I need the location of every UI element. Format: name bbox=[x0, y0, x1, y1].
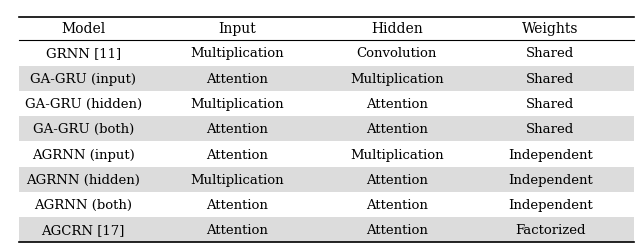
Text: GRNN [11]: GRNN [11] bbox=[45, 47, 121, 60]
Text: Attention: Attention bbox=[206, 72, 268, 86]
Text: AGRNN (input): AGRNN (input) bbox=[32, 148, 134, 161]
Text: Shared: Shared bbox=[526, 47, 575, 60]
Text: GA-GRU (hidden): GA-GRU (hidden) bbox=[24, 98, 142, 110]
Text: Factorized: Factorized bbox=[515, 224, 586, 236]
Text: Attention: Attention bbox=[206, 198, 268, 211]
Text: Attention: Attention bbox=[366, 224, 428, 236]
Text: Convolution: Convolution bbox=[356, 47, 437, 60]
Text: Attention: Attention bbox=[366, 198, 428, 211]
Text: Multiplication: Multiplication bbox=[350, 72, 444, 86]
Text: AGRNN (both): AGRNN (both) bbox=[34, 198, 132, 211]
Text: Attention: Attention bbox=[366, 123, 428, 136]
Text: Attention: Attention bbox=[366, 173, 428, 186]
Text: Multiplication: Multiplication bbox=[190, 173, 284, 186]
Text: Hidden: Hidden bbox=[371, 22, 422, 36]
Text: Attention: Attention bbox=[206, 123, 268, 136]
Text: Weights: Weights bbox=[522, 22, 579, 36]
Bar bbox=[19, 167, 634, 192]
Text: GA-GRU (input): GA-GRU (input) bbox=[30, 72, 136, 86]
Text: Attention: Attention bbox=[366, 98, 428, 110]
Text: Independent: Independent bbox=[508, 198, 593, 211]
Text: Multiplication: Multiplication bbox=[350, 148, 444, 161]
Text: Shared: Shared bbox=[526, 123, 575, 136]
Text: Input: Input bbox=[218, 22, 255, 36]
Text: Shared: Shared bbox=[526, 98, 575, 110]
Bar bbox=[19, 117, 634, 142]
Bar bbox=[19, 66, 634, 92]
Text: Multiplication: Multiplication bbox=[190, 98, 284, 110]
Text: GA-GRU (both): GA-GRU (both) bbox=[33, 123, 134, 136]
Text: Independent: Independent bbox=[508, 148, 593, 161]
Text: Attention: Attention bbox=[206, 224, 268, 236]
Text: Model: Model bbox=[61, 22, 106, 36]
Text: AGRNN (hidden): AGRNN (hidden) bbox=[26, 173, 140, 186]
Text: Attention: Attention bbox=[206, 148, 268, 161]
Text: AGCRN [17]: AGCRN [17] bbox=[42, 224, 125, 236]
Text: Shared: Shared bbox=[526, 72, 575, 86]
Bar bbox=[19, 217, 634, 242]
Text: Multiplication: Multiplication bbox=[190, 47, 284, 60]
Text: Independent: Independent bbox=[508, 173, 593, 186]
